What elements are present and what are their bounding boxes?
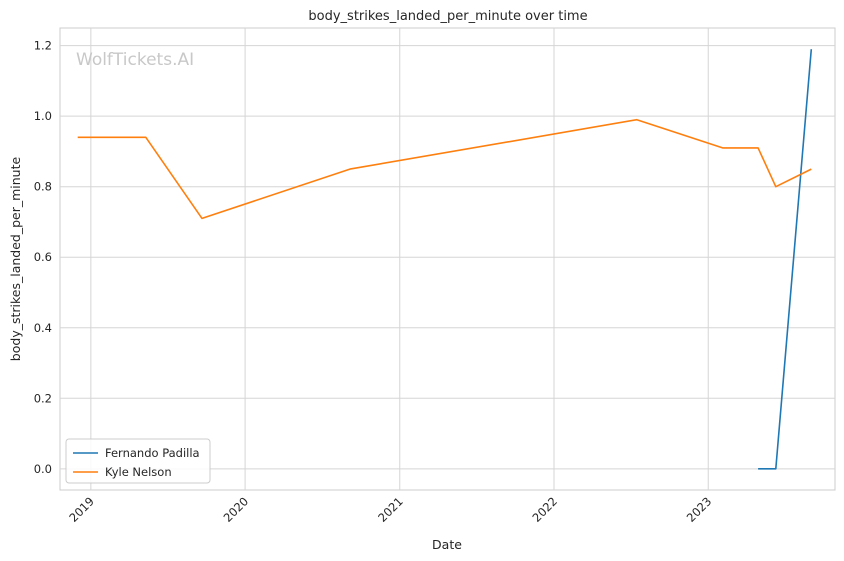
y-tick-label: 1.2: [34, 39, 52, 53]
y-tick-label: 1.0: [34, 109, 52, 123]
plot-background: [59, 27, 836, 491]
y-tick-label: 0.2: [34, 391, 52, 405]
y-tick-label: 0.0: [34, 462, 52, 476]
legend-box: [65, 438, 211, 484]
x-tick-label: 2022: [530, 494, 561, 525]
series-layer: [77, 49, 813, 470]
legend-label: Kyle Nelson: [105, 465, 172, 479]
legend-label: Fernando Padilla: [105, 446, 200, 460]
series-line-kyle-nelson: [77, 118, 812, 220]
y-tick-label: 0.8: [34, 180, 52, 194]
x-tick-label: 2023: [684, 494, 715, 525]
grid: [60, 28, 835, 490]
x-axis-label: Date: [432, 537, 462, 552]
x-tick-label: 2019: [66, 494, 97, 525]
chart-title: body_strikes_landed_per_minute over time: [308, 9, 587, 24]
y-tick-label: 0.6: [34, 250, 52, 264]
y-axis-label: body_strikes_landed_per_minute: [8, 156, 23, 361]
legend: Fernando Padilla Kyle Nelson: [65, 438, 211, 484]
y-axis-ticks: 0.0 0.2 0.4 0.6 0.8 1.0 1.2: [34, 39, 52, 476]
y-tick-label: 0.4: [34, 321, 52, 335]
plot-area: WolfTickets.AI: [59, 27, 836, 491]
x-tick-label: 2020: [221, 494, 252, 525]
watermark-text: WolfTickets.AI: [76, 50, 194, 70]
x-tick-label: 2021: [375, 494, 406, 525]
series-line-fernando-padilla: [758, 49, 813, 470]
x-axis-ticks: 2019 2020 2021 2022 2023: [66, 494, 714, 525]
